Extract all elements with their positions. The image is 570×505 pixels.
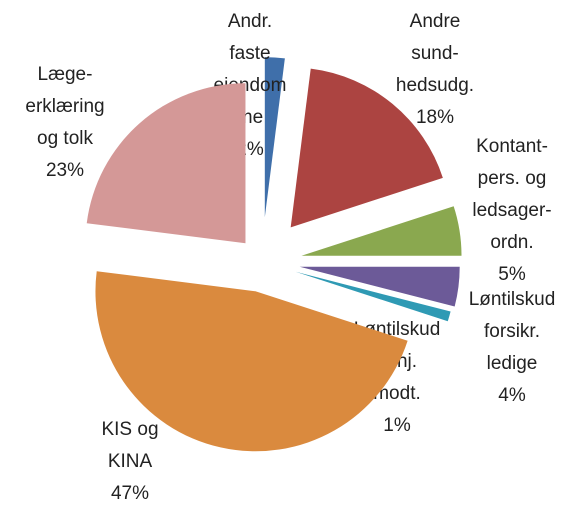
slice-label: Løntilskud forsikr. ledige bbox=[469, 289, 556, 374]
pie-slice bbox=[299, 266, 460, 307]
label-line: ledsager- bbox=[472, 200, 551, 221]
label-line: sund- bbox=[411, 43, 459, 64]
label-line: ledige bbox=[487, 353, 538, 374]
value-label: 23% bbox=[46, 160, 84, 181]
value-label: 47% bbox=[111, 483, 149, 504]
label-line: Andre bbox=[410, 11, 461, 32]
pie-slice bbox=[290, 68, 443, 228]
label-line: faste bbox=[229, 43, 270, 64]
label-line: Andr. bbox=[228, 11, 272, 32]
label-line: ordn. bbox=[490, 232, 533, 253]
label-line: hedsudg. bbox=[396, 75, 474, 96]
label-line: pers. og bbox=[478, 168, 547, 189]
slice-label: Kontant-pers. og ledsager-ordn. bbox=[472, 136, 551, 253]
label-line: KINA bbox=[108, 451, 153, 472]
label-line: Læge- bbox=[38, 64, 93, 85]
slice-label: Andre sund-hedsudg. bbox=[396, 11, 474, 96]
label-line: og tolk bbox=[37, 128, 93, 149]
pie-slice bbox=[264, 57, 285, 218]
label-line: Kontant- bbox=[476, 136, 548, 157]
value-label: 18% bbox=[416, 107, 454, 128]
value-label: 1% bbox=[383, 415, 411, 436]
label-line: KIS og bbox=[101, 419, 158, 440]
pie-slice bbox=[295, 271, 451, 322]
label-line: erklæring bbox=[25, 96, 104, 117]
slice-label: KIS og KINA bbox=[101, 419, 158, 472]
label-line: modt. bbox=[373, 383, 421, 404]
pie-slice bbox=[95, 271, 408, 452]
value-label: 4% bbox=[498, 385, 526, 406]
pie-slice bbox=[86, 83, 246, 244]
label-line: Løntilskud bbox=[469, 289, 556, 310]
slice-label: Læge-erklæring og tolk bbox=[25, 64, 104, 149]
value-label: 5% bbox=[498, 264, 526, 285]
label-line: forsikr. bbox=[484, 321, 540, 342]
pie-slice bbox=[301, 206, 462, 256]
